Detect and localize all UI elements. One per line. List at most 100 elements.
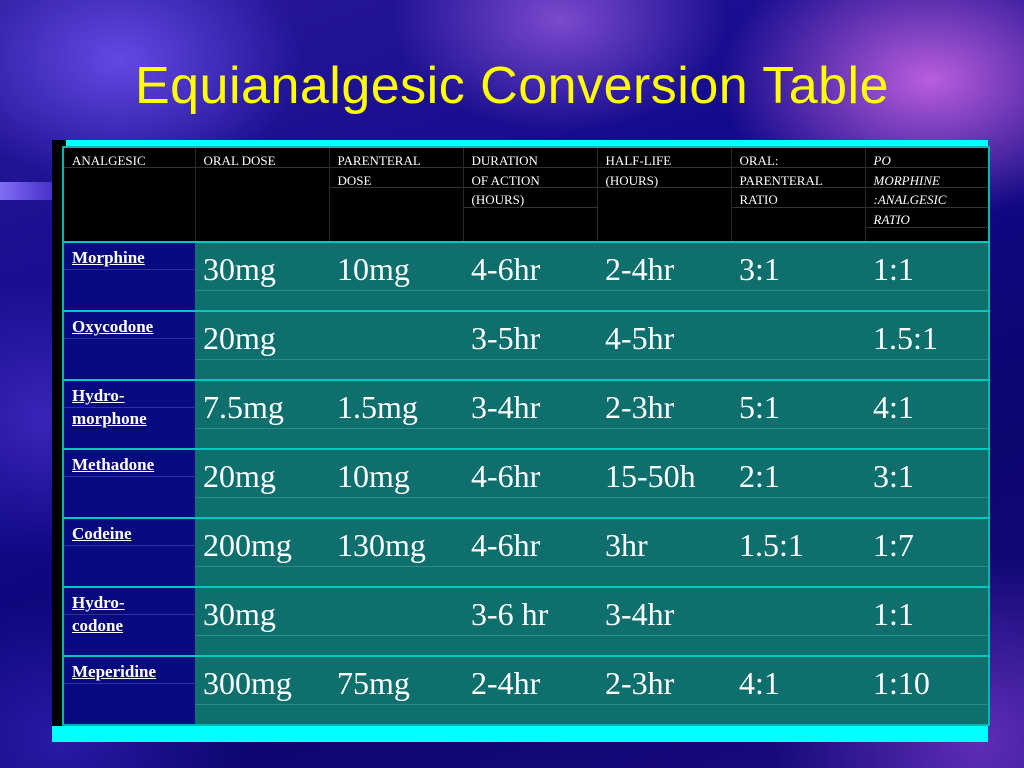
parenteral-dose-cell xyxy=(329,586,463,656)
header-duration: DURATION OF ACTION (HOURS) xyxy=(463,147,598,242)
cell-divider xyxy=(597,428,731,429)
analgesic-cell: Oxycodone xyxy=(63,310,195,380)
parenteral-dose-cell-value: 75mg xyxy=(337,665,410,701)
ratio-cell-value xyxy=(731,589,865,596)
ratio-cell-value: 1.5:1 xyxy=(739,527,804,563)
drug-name-line: Hydro- xyxy=(72,386,125,405)
oral-dose-cell-value: 20mg xyxy=(203,320,276,356)
analgesic-cell: Methadone xyxy=(63,448,195,518)
po-morphine-cell: 1:7 xyxy=(865,517,989,587)
parenteral-dose-cell: 1.5mg xyxy=(329,379,463,449)
ratio-cell xyxy=(731,310,865,380)
cell-divider xyxy=(865,290,988,291)
drug-link[interactable]: Meperidine xyxy=(64,658,195,683)
po-morphine-cell: 3:1 xyxy=(865,448,989,518)
cell-divider xyxy=(195,359,329,360)
drug-link[interactable]: Hydro-codone xyxy=(64,589,195,637)
cell-divider xyxy=(865,566,988,567)
oral-dose-cell-value: 30mg xyxy=(203,596,276,632)
duration-cell-value: 4-6hr xyxy=(471,458,541,494)
parenteral-dose-cell-value: 1.5mg xyxy=(337,389,418,425)
cell-divider xyxy=(64,476,195,477)
header-line: (HOURS) xyxy=(471,192,525,207)
cell-divider xyxy=(597,704,731,705)
duration-cell-value: 3-6 hr xyxy=(471,596,549,632)
po-morphine-cell-value: 4:1 xyxy=(873,389,914,425)
po-morphine-cell: 4:1 xyxy=(865,379,989,449)
parenteral-dose-cell-value xyxy=(329,589,463,596)
oral-dose-cell: 300mg xyxy=(195,655,329,725)
header-half-life: HALF-LIFE (HOURS) xyxy=(597,147,732,242)
drug-link[interactable]: Morphine xyxy=(64,244,195,269)
po-morphine-cell-value: 1:1 xyxy=(873,251,914,287)
cell-divider xyxy=(463,428,597,429)
half-life-cell-value: 3-4hr xyxy=(605,596,675,632)
cell-divider xyxy=(597,566,731,567)
cell-divider xyxy=(463,704,597,705)
cell-divider xyxy=(329,497,463,498)
half-life-cell: 15-50h xyxy=(597,448,731,518)
header-line: ORAL DOSE xyxy=(203,153,276,168)
ratio-cell: 4:1 xyxy=(731,655,865,725)
drug-name-line: Hydro- xyxy=(72,593,125,612)
ratio-cell: 3:1 xyxy=(731,241,865,311)
cell-divider xyxy=(329,566,463,567)
analgesic-cell: Codeine xyxy=(63,517,195,587)
background-streak xyxy=(0,182,56,200)
ratio-cell-value: 3:1 xyxy=(739,251,780,287)
parenteral-dose-cell-value: 10mg xyxy=(337,458,410,494)
header-line: PO xyxy=(873,153,891,168)
half-life-cell: 3hr xyxy=(597,517,731,587)
duration-cell: 2-4hr xyxy=(463,655,597,725)
duration-cell: 3-6 hr xyxy=(463,586,597,656)
cell-divider xyxy=(597,635,731,636)
drug-name-line: Codeine xyxy=(72,524,132,543)
slide-title: Equianalgesic Conversion Table xyxy=(134,57,890,115)
header-line: PARENTERAL xyxy=(739,172,823,188)
oral-dose-cell: 20mg xyxy=(195,448,329,518)
po-morphine-cell-value: 3:1 xyxy=(873,458,914,494)
po-morphine-cell: 1:10 xyxy=(865,655,989,725)
analgesic-cell: Morphine xyxy=(63,241,195,311)
po-morphine-cell-value: 1:1 xyxy=(873,596,914,632)
oral-dose-cell: 30mg xyxy=(195,241,329,311)
cell-divider xyxy=(64,545,195,546)
header-parenteral-dose-text: PARENTERAL DOSE xyxy=(329,148,462,190)
header-line: ANALGESIC xyxy=(72,153,146,168)
drug-link[interactable]: Codeine xyxy=(64,520,195,545)
header-analgesic: ANALGESIC xyxy=(63,147,196,242)
oral-dose-cell: 200mg xyxy=(195,517,329,587)
header-po-morphine-ratio-text: PO MORPHINE:ANALGESIC RATIO xyxy=(865,148,988,229)
ratio-cell: 2:1 xyxy=(731,448,865,518)
oral-dose-cell: 30mg xyxy=(195,586,329,656)
parenteral-dose-cell: 10mg xyxy=(329,448,463,518)
cell-divider xyxy=(64,683,195,684)
cell-divider xyxy=(329,290,463,291)
header-line: :ANALGESIC xyxy=(873,192,947,207)
duration-cell-value: 4-6hr xyxy=(471,251,541,287)
cell-divider xyxy=(463,497,597,498)
cell-divider xyxy=(731,290,865,291)
cell-divider xyxy=(731,428,865,429)
duration-cell: 4-6hr xyxy=(463,448,597,518)
header-line: ORAL: xyxy=(739,153,779,168)
drug-link[interactable]: Oxycodone xyxy=(64,313,195,338)
duration-cell: 3-4hr xyxy=(463,379,597,449)
table-row: Meperidine 300mg 75mg 2-4hr 2-3hr 4:1 1:10 xyxy=(63,655,989,725)
conversion-table: ANALGESIC ORAL DOSE PARENTERAL DOSE DURATION… xyxy=(62,146,990,726)
cell-divider xyxy=(195,566,329,567)
drug-link[interactable]: Methadone xyxy=(64,451,195,476)
drug-link[interactable]: Hydro-morphone xyxy=(64,382,195,430)
cell-divider xyxy=(64,338,195,339)
parenteral-dose-cell xyxy=(329,310,463,380)
oral-dose-cell-value: 300mg xyxy=(203,665,292,701)
half-life-cell-value: 2-3hr xyxy=(605,389,675,425)
cell-divider xyxy=(731,497,865,498)
ratio-cell-value xyxy=(731,313,865,320)
header-line: (HOURS) xyxy=(605,172,659,188)
cell-divider xyxy=(865,497,988,498)
header-analgesic-text: ANALGESIC xyxy=(64,148,194,171)
analgesic-cell: Meperidine xyxy=(63,655,195,725)
duration-cell-value: 3-5hr xyxy=(471,320,541,356)
ratio-cell-value: 4:1 xyxy=(739,665,780,701)
